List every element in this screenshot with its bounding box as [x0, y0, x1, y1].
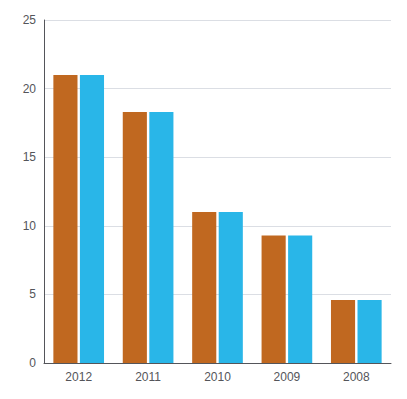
svg-text:2012: 2012	[65, 370, 92, 384]
svg-text:2008: 2008	[343, 370, 370, 384]
svg-text:20: 20	[23, 82, 37, 96]
svg-text:25: 25	[23, 13, 37, 27]
svg-text:0: 0	[29, 356, 36, 370]
svg-text:5: 5	[29, 287, 36, 301]
svg-text:2010: 2010	[204, 370, 231, 384]
svg-text:10: 10	[23, 219, 37, 233]
svg-text:2009: 2009	[274, 370, 301, 384]
svg-text:15: 15	[23, 150, 37, 164]
svg-text:2011: 2011	[135, 370, 161, 384]
